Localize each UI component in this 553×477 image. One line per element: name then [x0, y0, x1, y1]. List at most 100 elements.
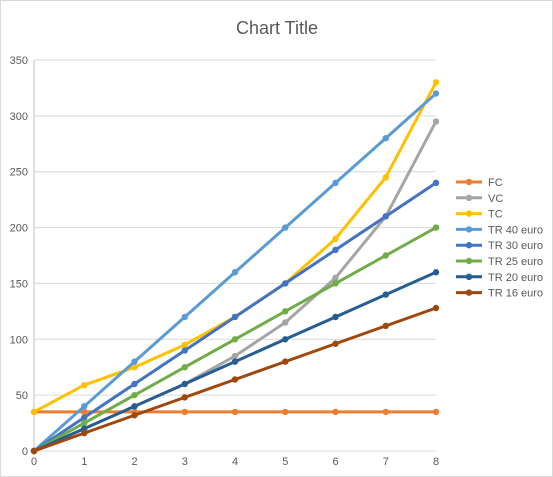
- data-point: [181, 341, 188, 349]
- y-tick-label: 200: [10, 223, 28, 235]
- data-point: [332, 313, 339, 321]
- data-point: [382, 322, 389, 330]
- legend-item: TR 25 euro: [456, 256, 543, 268]
- data-point: [382, 291, 389, 298]
- data-point: [81, 414, 88, 421]
- axes: 0 50 100 150 200 250 300 350 0 1 2 3 4 5 6 7 8: [10, 55, 439, 468]
- data-point: [231, 336, 239, 343]
- data-point: [30, 408, 38, 416]
- legend-swatch-marker: [465, 257, 473, 265]
- data-point: [131, 391, 138, 399]
- legend-item: VC: [456, 193, 503, 205]
- legend-label: TR 20 euro: [488, 272, 543, 284]
- data-point: [181, 364, 188, 371]
- data-point: [282, 224, 289, 231]
- x-tick-label: 8: [433, 456, 439, 468]
- data-point: [181, 347, 188, 354]
- data-point: [81, 425, 88, 432]
- x-tick-label: 0: [31, 456, 37, 468]
- data-point: [231, 358, 239, 365]
- data-point: [181, 380, 188, 388]
- data-point: [231, 269, 239, 276]
- legend-label: TR 16 euro: [488, 288, 543, 300]
- legend-swatch-marker: [465, 289, 473, 296]
- data-point: [282, 408, 289, 416]
- legend-item: TR 16 euro: [456, 288, 543, 300]
- data-point: [282, 358, 289, 365]
- legend-swatch-marker: [465, 178, 473, 186]
- data-point: [81, 429, 88, 437]
- legend-item: TC: [456, 209, 503, 221]
- legend-item: FC: [456, 177, 503, 189]
- data-point: [131, 380, 138, 388]
- data-point: [282, 308, 289, 315]
- plot-series: [30, 79, 440, 455]
- data-point: [231, 376, 239, 383]
- x-tick-label: 4: [232, 456, 238, 468]
- series-tr-20-euro: [30, 269, 440, 455]
- x-tick-label: 5: [282, 456, 288, 468]
- data-point: [432, 269, 440, 276]
- data-point: [432, 79, 440, 86]
- data-point: [131, 358, 138, 365]
- legend-swatch-marker: [465, 210, 473, 217]
- data-point: [432, 304, 440, 312]
- x-tick-label: 7: [383, 456, 389, 468]
- data-point: [231, 352, 239, 360]
- data-point: [432, 408, 440, 416]
- data-point: [81, 381, 88, 389]
- data-point: [432, 118, 440, 125]
- data-point: [332, 235, 339, 242]
- data-point: [30, 447, 38, 455]
- y-tick-label: 100: [10, 334, 28, 346]
- data-point: [231, 313, 239, 321]
- legend-label: TR 30 euro: [488, 240, 543, 252]
- legend-swatch-marker: [465, 242, 473, 249]
- data-point: [332, 274, 339, 282]
- y-tick-label: 0: [22, 446, 28, 458]
- data-point: [432, 179, 440, 187]
- data-point: [432, 90, 440, 97]
- x-tick-label: 6: [332, 456, 338, 468]
- data-point: [382, 213, 389, 220]
- data-point: [282, 280, 289, 287]
- legend-item: TR 40 euro: [456, 224, 543, 236]
- y-tick-label: 250: [10, 167, 28, 179]
- data-point: [181, 408, 188, 416]
- data-point: [282, 336, 289, 343]
- legend-swatch-marker: [465, 273, 473, 280]
- data-point: [81, 403, 88, 410]
- y-tick-label: 150: [10, 278, 28, 290]
- series-tr-40-euro: [30, 90, 440, 455]
- y-tick-label: 350: [10, 55, 28, 67]
- gridlines: [34, 59, 436, 396]
- data-point: [432, 224, 440, 231]
- legend-label: TC: [488, 209, 503, 221]
- legend-swatch-marker: [465, 226, 473, 233]
- y-tick-label: 300: [10, 111, 28, 123]
- legend: FC VC TC TR 40 euro TR 30 euro TR 25 euro TR 2…: [456, 177, 543, 300]
- legend-item: TR 20 euro: [456, 272, 543, 284]
- data-point: [81, 419, 88, 427]
- data-point: [332, 340, 339, 347]
- data-point: [131, 403, 138, 410]
- data-point: [382, 252, 389, 259]
- legend-item: TR 30 euro: [456, 240, 543, 252]
- x-tick-label: 1: [81, 456, 87, 468]
- data-point: [332, 408, 339, 416]
- data-point: [382, 135, 389, 142]
- x-tick-label: 2: [131, 456, 137, 468]
- data-point: [332, 179, 339, 187]
- data-point: [231, 408, 239, 416]
- data-point: [131, 412, 138, 419]
- legend-label: VC: [488, 193, 503, 205]
- y-tick-label: 50: [16, 390, 28, 402]
- data-point: [282, 319, 289, 326]
- legend-label: FC: [488, 177, 503, 189]
- legend-label: TR 25 euro: [488, 256, 543, 268]
- data-point: [382, 174, 389, 181]
- chart-title: Chart Title: [236, 18, 318, 38]
- x-tick-label: 3: [182, 456, 188, 468]
- data-point: [332, 246, 339, 254]
